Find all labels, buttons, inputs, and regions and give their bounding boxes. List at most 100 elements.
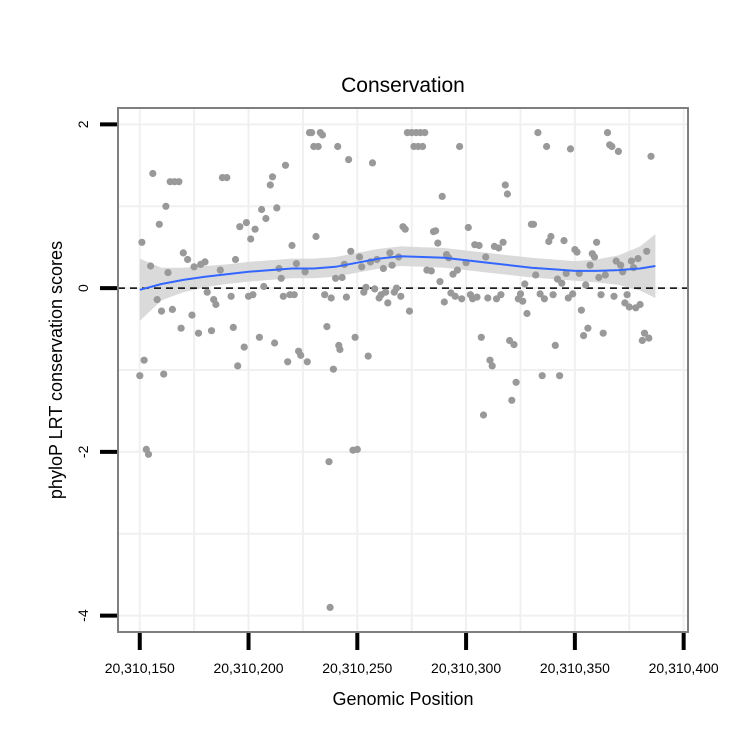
data-point (549, 291, 557, 299)
data-point (342, 293, 350, 301)
data-point (140, 356, 148, 364)
data-point (323, 323, 331, 331)
data-point (577, 306, 586, 314)
data-point (556, 372, 564, 380)
data-point (608, 142, 616, 151)
x-axis-label: Genomic Position (332, 689, 473, 709)
data-point (203, 288, 211, 296)
data-point (153, 296, 161, 304)
data-point (510, 341, 518, 349)
data-point (540, 295, 549, 303)
data-point (603, 129, 612, 137)
data-point (301, 268, 309, 276)
data-point (551, 341, 559, 349)
y-axis-label: phyloP LRT conservation scores (46, 241, 66, 499)
data-point (364, 352, 372, 360)
data-point (321, 291, 329, 299)
data-point (595, 273, 603, 282)
data-point (336, 345, 344, 354)
data-point (188, 311, 196, 319)
data-point (284, 358, 292, 366)
data-point (168, 305, 176, 313)
data-point (536, 290, 544, 298)
data-point (538, 372, 546, 380)
data-point (473, 293, 481, 301)
data-point (164, 269, 172, 277)
data-point (458, 295, 466, 303)
data-point (236, 223, 244, 231)
data-point (355, 253, 364, 261)
data-point (353, 445, 361, 453)
data-point (401, 225, 409, 233)
data-point (190, 263, 198, 271)
chart-title: Conservation (341, 74, 465, 97)
data-point (590, 253, 599, 261)
data-point (569, 290, 577, 298)
data-point (497, 291, 505, 299)
data-point (279, 292, 287, 300)
data-point (543, 142, 551, 151)
data-point (488, 362, 496, 370)
data-point (303, 358, 311, 366)
data-point (334, 142, 342, 151)
data-point (625, 303, 633, 311)
data-point (227, 292, 235, 300)
y-tick-label: 0 (75, 284, 91, 292)
data-point (271, 339, 279, 347)
data-point (519, 297, 527, 305)
data-point (216, 266, 224, 274)
data-point (566, 145, 575, 153)
data-point (144, 450, 153, 458)
data-point (260, 282, 268, 291)
data-point (345, 156, 353, 164)
data-point (149, 169, 157, 178)
data-point (368, 159, 377, 167)
plot-frame (117, 107, 689, 633)
data-point (155, 220, 163, 228)
data-point (379, 264, 387, 273)
x-axis: 20,310,150 20,310,200 20,310,250 20,310,300… (105, 633, 719, 676)
data-point (614, 147, 623, 155)
data-point (212, 300, 220, 309)
data-point (240, 343, 248, 351)
data-point (351, 333, 359, 341)
data-point (386, 249, 394, 257)
data-point (384, 299, 392, 307)
data-point (273, 204, 281, 212)
x-tick-label: 20,310,400 (649, 660, 719, 676)
x-tick-label: 20,310,200 (213, 660, 283, 676)
y-tick-label: -2 (75, 445, 91, 458)
data-point (160, 370, 168, 378)
data-point (647, 152, 655, 160)
data-point (392, 284, 401, 292)
data-point (601, 271, 609, 279)
data-point (610, 292, 618, 300)
data-point (580, 332, 588, 340)
confidence-band (139, 234, 656, 321)
data-point (503, 190, 511, 198)
data-point (201, 258, 209, 266)
data-point (292, 260, 300, 268)
data-point (584, 324, 592, 332)
x-tick-label: 20,310,150 (105, 660, 175, 676)
data-point (312, 232, 320, 241)
data-point (229, 323, 237, 331)
data-point (499, 238, 507, 246)
data-point (251, 225, 259, 233)
y-axis: 2 0 -2 -4 (75, 120, 117, 622)
data-point (362, 283, 370, 291)
data-point (347, 247, 355, 255)
data-point (247, 235, 255, 243)
data-point (290, 291, 298, 299)
data-point (597, 291, 605, 299)
data-point (640, 329, 649, 337)
data-point (479, 411, 488, 419)
data-point (177, 324, 185, 332)
data-point (582, 281, 590, 289)
y-tick-label: 2 (75, 120, 91, 128)
data-point (529, 220, 538, 228)
data-point (234, 362, 242, 370)
y-tick-label: -4 (75, 609, 91, 622)
data-point (314, 142, 322, 151)
